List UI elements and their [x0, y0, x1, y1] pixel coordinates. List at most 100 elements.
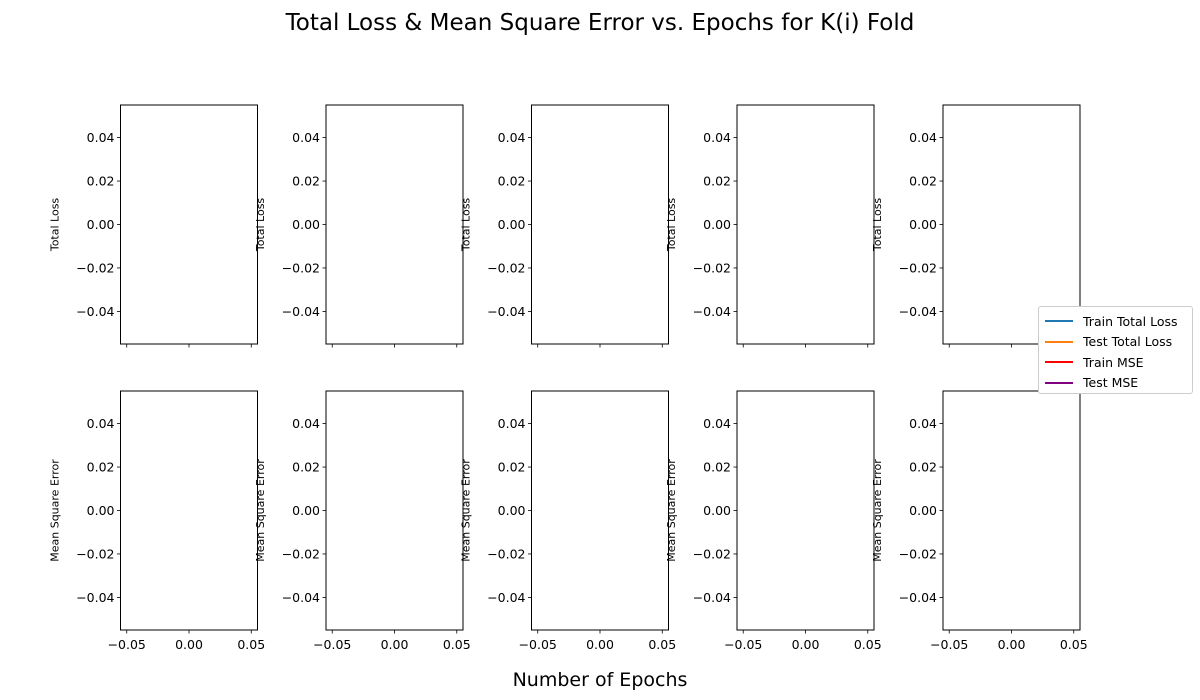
- y-tick-label: −0.04: [282, 304, 320, 319]
- y-axis-label: Mean Square Error: [254, 459, 267, 562]
- y-tick-label: 0.04: [292, 416, 320, 431]
- y-tick-label: 0.04: [498, 416, 526, 431]
- y-tick-label: 0.00: [909, 217, 937, 232]
- axes-frame: [120, 390, 258, 631]
- y-tick-label: −0.04: [487, 590, 525, 605]
- y-tick-label: 0.04: [703, 416, 731, 431]
- y-tick-label: 0.02: [909, 460, 937, 475]
- y-tick-label: −0.04: [76, 590, 114, 605]
- x-tick-label: −0.05: [108, 637, 146, 652]
- y-axis-label: Mean Square Error: [665, 459, 678, 562]
- x-tick-label: 0.00: [792, 637, 820, 652]
- y-tick-label: −0.02: [693, 260, 731, 275]
- y-tick-label: 0.02: [703, 174, 731, 189]
- y-tick-label: 0.04: [703, 130, 731, 145]
- y-tick-label: 0.02: [703, 460, 731, 475]
- y-tick-label: −0.04: [282, 590, 320, 605]
- axes-frame: [325, 104, 464, 345]
- axes-frame: [531, 390, 669, 631]
- y-tick-label: 0.02: [498, 460, 526, 475]
- y-tick-label: 0.00: [292, 503, 320, 518]
- legend-label: Train MSE: [1083, 354, 1144, 370]
- legend-item: Test MSE: [1045, 373, 1186, 394]
- x-tick-label: 0.00: [381, 637, 409, 652]
- y-tick-label: 0.04: [498, 130, 526, 145]
- x-tick-label: 0.05: [648, 637, 676, 652]
- y-tick-label: −0.02: [487, 260, 525, 275]
- y-tick-label: −0.04: [899, 590, 937, 605]
- x-tick-label: 0.00: [998, 637, 1026, 652]
- legend: Train Total Loss Test Total Loss Train M…: [1038, 306, 1193, 394]
- y-axis-label: Total Loss: [871, 198, 884, 253]
- y-tick-label: −0.04: [76, 304, 114, 319]
- y-tick-label: 0.02: [87, 174, 115, 189]
- x-tick-label: 0.05: [1060, 637, 1088, 652]
- axes-frame: [325, 390, 464, 631]
- y-tick-label: −0.02: [282, 546, 320, 561]
- legend-swatch: [1045, 340, 1073, 343]
- x-tick-label: 0.05: [237, 637, 265, 652]
- y-axis-label: Total Loss: [49, 198, 62, 253]
- legend-swatch: [1045, 361, 1073, 364]
- y-tick-label: 0.04: [909, 130, 937, 145]
- x-tick-label: 0.05: [443, 637, 471, 652]
- figure-title: Total Loss & Mean Square Error vs. Epoch…: [285, 10, 915, 36]
- y-tick-label: −0.02: [487, 546, 525, 561]
- x-tick-label: −0.05: [519, 637, 557, 652]
- legend-item: Train MSE: [1045, 352, 1186, 373]
- x-tick-label: −0.05: [930, 637, 968, 652]
- legend-swatch: [1045, 381, 1073, 384]
- y-tick-label: 0.04: [87, 416, 115, 431]
- axes-frame: [736, 390, 875, 631]
- y-tick-label: 0.00: [498, 503, 526, 518]
- y-tick-label: −0.04: [899, 304, 937, 319]
- y-tick-label: −0.02: [899, 260, 937, 275]
- x-tick-label: 0.00: [175, 637, 203, 652]
- y-tick-label: 0.04: [292, 130, 320, 145]
- y-axis-label: Mean Square Error: [460, 459, 473, 562]
- x-tick-label: 0.05: [854, 637, 882, 652]
- y-axis-label: Total Loss: [665, 198, 678, 253]
- y-axis-label: Total Loss: [254, 198, 267, 253]
- axes-frame: [531, 104, 669, 345]
- y-tick-label: 0.00: [498, 217, 526, 232]
- y-tick-label: −0.02: [76, 260, 114, 275]
- y-tick-label: 0.02: [292, 174, 320, 189]
- y-tick-label: 0.04: [909, 416, 937, 431]
- y-tick-label: −0.04: [487, 304, 525, 319]
- y-tick-label: 0.00: [909, 503, 937, 518]
- y-tick-label: −0.02: [693, 546, 731, 561]
- y-tick-label: 0.02: [498, 174, 526, 189]
- y-tick-label: −0.04: [693, 590, 731, 605]
- x-tick-label: −0.05: [313, 637, 351, 652]
- y-tick-label: 0.00: [87, 217, 115, 232]
- figure-xlabel: Number of Epochs: [512, 669, 688, 691]
- y-tick-label: 0.02: [292, 460, 320, 475]
- y-tick-label: 0.04: [87, 130, 115, 145]
- y-tick-label: −0.02: [76, 546, 114, 561]
- y-tick-label: 0.02: [909, 174, 937, 189]
- y-tick-label: 0.00: [703, 503, 731, 518]
- legend-label: Test MSE: [1083, 375, 1139, 391]
- legend-swatch: [1045, 320, 1073, 323]
- legend-item: Train Total Loss: [1045, 311, 1186, 332]
- y-axis-label: Total Loss: [460, 198, 473, 253]
- y-tick-label: −0.02: [899, 546, 937, 561]
- y-tick-label: 0.00: [292, 217, 320, 232]
- legend-item: Test Total Loss: [1045, 332, 1186, 353]
- axes-frame: [942, 390, 1081, 631]
- y-axis-label: Mean Square Error: [871, 459, 884, 562]
- axes-frame: [120, 104, 258, 345]
- y-tick-label: 0.02: [87, 460, 115, 475]
- y-tick-label: −0.02: [282, 260, 320, 275]
- legend-label: Train Total Loss: [1083, 313, 1178, 329]
- x-tick-label: −0.05: [724, 637, 762, 652]
- y-tick-label: 0.00: [87, 503, 115, 518]
- x-tick-label: 0.00: [586, 637, 614, 652]
- legend-label: Test Total Loss: [1083, 334, 1173, 350]
- y-axis-label: Mean Square Error: [49, 459, 62, 562]
- axes-frame: [942, 104, 1081, 345]
- y-tick-label: −0.04: [693, 304, 731, 319]
